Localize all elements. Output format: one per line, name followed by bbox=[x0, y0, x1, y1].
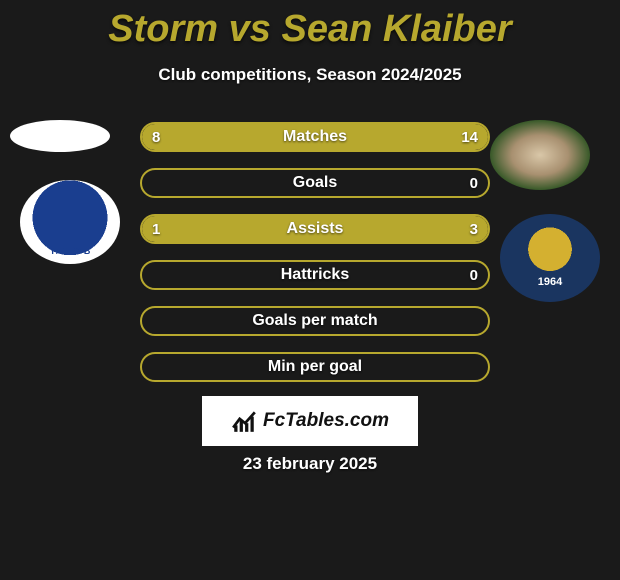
stat-row: Matches8 14 bbox=[140, 122, 490, 152]
chart-icon bbox=[231, 408, 257, 434]
stat-label: Goals bbox=[142, 170, 488, 196]
stat-label: Min per goal bbox=[142, 354, 488, 380]
stat-value-right: 0 bbox=[470, 262, 478, 288]
stat-row: Assists1 3 bbox=[140, 214, 490, 244]
stat-row: Min per goal bbox=[140, 352, 490, 382]
stat-value-right: 0 bbox=[470, 170, 478, 196]
player-left-avatar bbox=[10, 120, 110, 152]
stat-label: Matches bbox=[142, 124, 488, 150]
date-text: 23 february 2025 bbox=[0, 454, 620, 474]
stat-label: Hattricks bbox=[142, 262, 488, 288]
club-left-badge: YNGBY B bbox=[20, 180, 120, 264]
club-left-label: YNGBY B bbox=[50, 246, 91, 256]
stat-value-right: 3 bbox=[470, 216, 478, 242]
stat-value-left: 8 bbox=[152, 124, 160, 150]
subtitle: Club competitions, Season 2024/2025 bbox=[0, 65, 620, 85]
branding-banner: FcTables.com bbox=[202, 396, 418, 446]
stat-label: Goals per match bbox=[142, 308, 488, 334]
stat-label: Assists bbox=[142, 216, 488, 242]
page-title: Storm vs Sean Klaiber bbox=[0, 0, 620, 51]
stats-container: Matches814Goals0Assists13Hattricks0Goals… bbox=[140, 122, 490, 398]
player-right-avatar bbox=[490, 120, 590, 190]
club-right-label: 1964 bbox=[538, 276, 562, 288]
stat-row: Goals0 bbox=[140, 168, 490, 198]
stat-row: Goals per match bbox=[140, 306, 490, 336]
branding-text: FcTables.com bbox=[263, 410, 389, 432]
club-right-badge: 1964 bbox=[500, 214, 600, 302]
stat-value-left: 1 bbox=[152, 216, 160, 242]
stat-value-right: 14 bbox=[461, 124, 478, 150]
stat-row: Hattricks0 bbox=[140, 260, 490, 290]
